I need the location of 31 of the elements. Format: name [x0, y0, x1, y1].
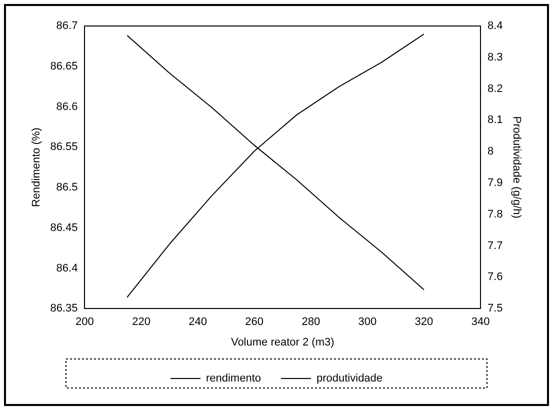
x-tick-label: 280: [302, 316, 320, 328]
y2-tick-label: 8.4: [488, 20, 503, 32]
legend-label: rendimento: [206, 372, 262, 385]
y2-tick-label: 7.7: [488, 240, 503, 252]
y-tick-label: 86.35: [50, 302, 78, 315]
legend-label: produtividade: [316, 372, 383, 385]
y2-tick-label: 8: [488, 146, 494, 158]
y2-tick-label: 7.8: [488, 208, 503, 220]
y-tick-label: 86.7: [56, 20, 78, 32]
y2-tick-label: 7.5: [488, 302, 503, 315]
x-tick-label: 300: [358, 316, 377, 328]
y-tick-label: 86.5: [56, 182, 78, 194]
y-tick-label: 86.45: [50, 222, 78, 234]
y-axis-title: Rendimento (%): [30, 128, 43, 208]
y-tick-label: 86.55: [50, 141, 78, 154]
y2-axis-title: Produtividade (g/g/h): [510, 116, 522, 218]
y-tick-label: 86.6: [56, 100, 78, 113]
y2-tick-label: 8.2: [488, 82, 503, 95]
y2-tick-label: 7.9: [488, 177, 503, 190]
x-tick-label: 220: [132, 316, 150, 328]
y-tick-label: 86.4: [56, 262, 78, 274]
x-axis-title: Volume reator 2 (m3): [230, 336, 334, 348]
x-tick-label: 200: [76, 316, 94, 328]
x-tick-label: 240: [188, 316, 207, 328]
y2-tick-label: 8.1: [488, 114, 503, 126]
x-tick-label: 340: [471, 316, 490, 328]
y-tick-label: 86.65: [50, 60, 78, 72]
x-tick-label: 260: [245, 316, 264, 328]
y2-tick-label: 8.3: [488, 51, 503, 64]
y2-tick-label: 7.6: [488, 271, 503, 284]
x-tick-label: 320: [414, 316, 434, 328]
